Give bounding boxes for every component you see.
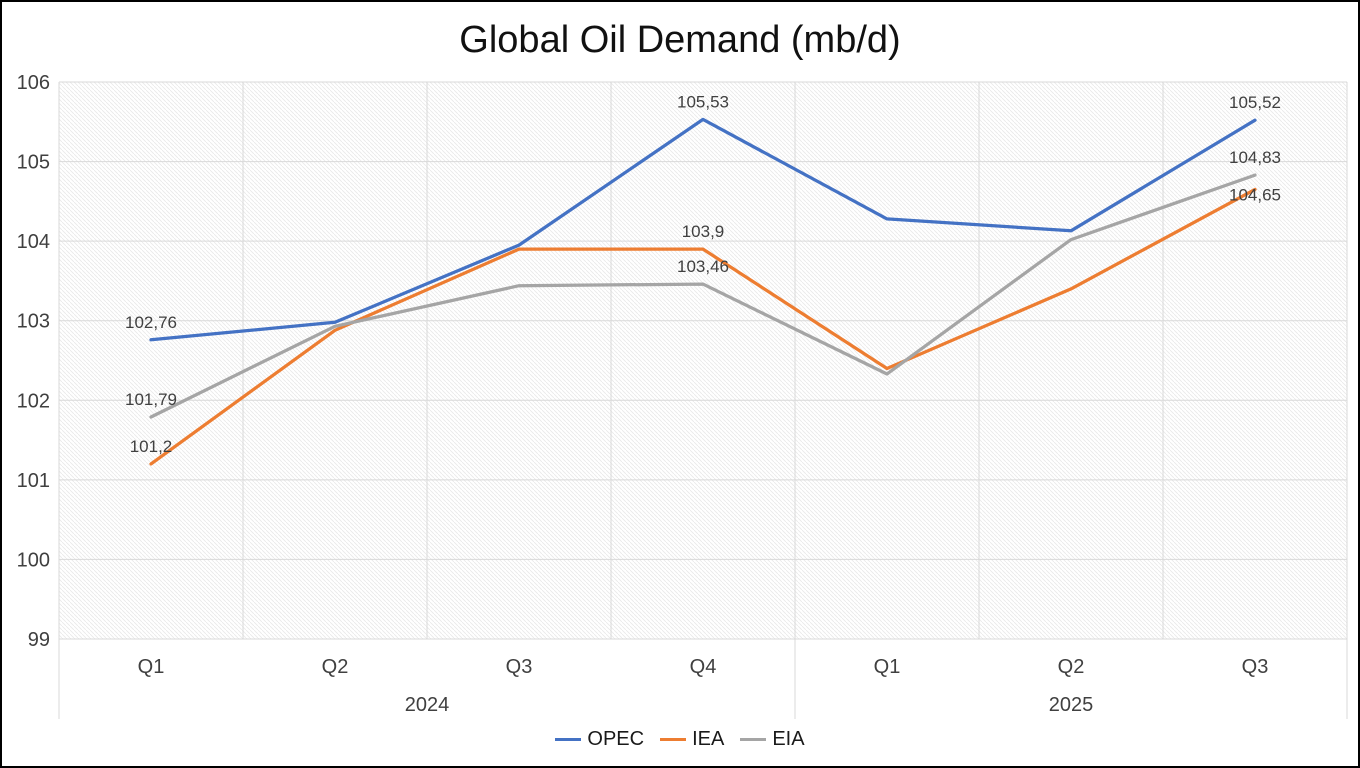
x-axis-year-label: 2024 <box>405 694 450 716</box>
x-axis-category-label: Q2 <box>1058 656 1085 678</box>
data-label-opec: 105,52 <box>1229 93 1281 112</box>
plot-background <box>59 82 1347 639</box>
y-axis-tick-label: 102 <box>17 390 50 412</box>
x-axis-category-label: Q3 <box>506 656 533 678</box>
y-axis-tick-label: 105 <box>17 152 50 174</box>
y-axis-tick-label: 103 <box>17 311 50 333</box>
legend-item-eia: EIA <box>740 728 805 751</box>
series-line-iea <box>149 187 1257 466</box>
y-axis-tick-label: 106 <box>17 72 50 94</box>
legend-line-swatch-iea <box>660 738 687 741</box>
data-label-eia: 103,46 <box>677 257 729 276</box>
data-label-opec: 105,53 <box>677 92 729 111</box>
x-axis-category-label: Q1 <box>138 656 165 678</box>
legend-line-swatch-eia <box>740 738 767 741</box>
data-label-eia: 101,79 <box>125 390 177 409</box>
chart-title: Global Oil Demand (mb/d) <box>459 19 901 61</box>
legend-line-swatch-opec <box>555 738 582 741</box>
legend-item-opec: OPEC <box>555 728 644 751</box>
series-line-eia <box>149 173 1257 419</box>
data-label-iea: 104,65 <box>1229 185 1281 204</box>
y-axis-tick-label: 101 <box>17 470 50 492</box>
data-label-iea: 101,2 <box>130 437 173 456</box>
x-axis-category-label: Q4 <box>690 656 717 678</box>
legend-item-iea: IEA <box>660 728 724 751</box>
data-label-eia: 104,83 <box>1229 148 1281 167</box>
legend-label: IEA <box>692 728 725 750</box>
x-axis-category-label: Q3 <box>1242 656 1269 678</box>
data-label-opec: 102,76 <box>125 313 177 332</box>
y-axis-tick-label: 99 <box>28 629 50 651</box>
x-axis-category-label: Q2 <box>322 656 349 678</box>
legend-label: EIA <box>772 728 805 750</box>
x-axis-year-label: 2025 <box>1049 694 1094 716</box>
series-line-opec <box>149 117 1257 342</box>
legend-label: OPEC <box>587 728 645 750</box>
y-axis-tick-label: 104 <box>17 231 50 253</box>
x-axis-category-label: Q1 <box>874 656 901 678</box>
data-label-iea: 103,9 <box>682 222 725 241</box>
chart-legend: OPEC IEA EIA <box>2 728 1358 751</box>
y-axis-tick-label: 100 <box>17 549 50 571</box>
